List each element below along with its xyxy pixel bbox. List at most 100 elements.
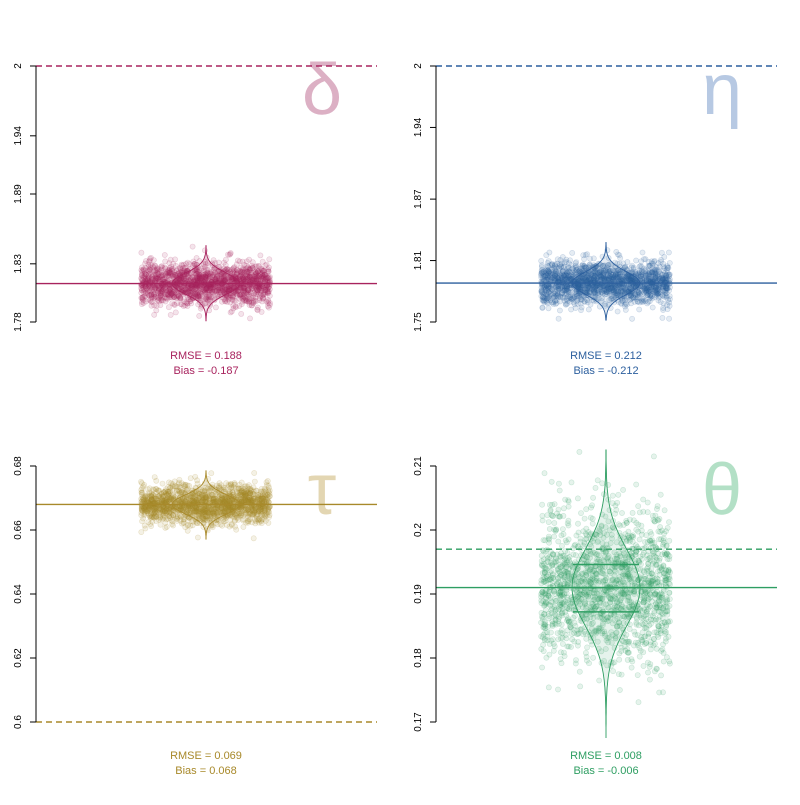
parameter-symbol: θ bbox=[702, 450, 742, 530]
estimate-point bbox=[223, 257, 228, 262]
estimate-point bbox=[139, 288, 144, 293]
estimate-point bbox=[574, 299, 579, 304]
estimate-point bbox=[665, 307, 670, 312]
estimate-point bbox=[556, 481, 561, 486]
estimate-point bbox=[552, 264, 557, 269]
estimate-point bbox=[239, 271, 244, 276]
estimate-point bbox=[175, 293, 180, 298]
estimate-point bbox=[163, 266, 168, 271]
estimate-point bbox=[560, 254, 565, 259]
y-tick-label: 1.89 bbox=[13, 184, 24, 204]
estimate-point bbox=[151, 258, 156, 263]
bias-label: Bias = 0.068 bbox=[175, 765, 236, 777]
estimate-point bbox=[648, 264, 653, 269]
rmse-label: RMSE = 0.212 bbox=[570, 350, 642, 362]
estimate-point bbox=[235, 258, 240, 263]
estimate-point bbox=[140, 519, 145, 524]
estimate-point bbox=[252, 479, 257, 484]
estimate-point bbox=[170, 522, 175, 527]
estimate-point bbox=[591, 256, 596, 261]
estimate-point bbox=[625, 259, 630, 264]
estimate-point bbox=[258, 270, 263, 275]
estimate-point bbox=[255, 274, 260, 279]
estimate-point bbox=[650, 305, 655, 310]
estimate-point bbox=[232, 268, 237, 273]
estimate-point bbox=[248, 490, 253, 495]
estimate-point bbox=[651, 284, 656, 289]
estimate-point bbox=[235, 494, 240, 499]
estimate-point bbox=[640, 278, 645, 283]
bias-label: Bias = -0.212 bbox=[573, 365, 638, 377]
estimate-point bbox=[540, 305, 545, 310]
estimate-point bbox=[554, 285, 559, 290]
estimate-point bbox=[614, 249, 619, 254]
estimate-point bbox=[667, 316, 672, 321]
parameter-symbol: τ bbox=[308, 450, 336, 530]
estimate-point bbox=[246, 292, 251, 297]
estimate-point bbox=[235, 515, 240, 520]
estimate-point bbox=[541, 298, 546, 303]
estimate-point bbox=[546, 306, 551, 311]
estimate-point bbox=[174, 489, 179, 494]
y-tick-label: 1.75 bbox=[413, 312, 424, 332]
estimate-point bbox=[188, 476, 193, 481]
estimate-point bbox=[667, 272, 672, 277]
estimate-point bbox=[161, 273, 166, 278]
estimate-point bbox=[562, 298, 567, 303]
estimate-point bbox=[241, 296, 246, 301]
estimate-point bbox=[241, 524, 246, 529]
estimate-point bbox=[265, 492, 270, 497]
estimate-point bbox=[228, 250, 233, 255]
estimate-point bbox=[170, 295, 175, 300]
estimate-point bbox=[252, 470, 257, 475]
y-tick-label: 2 bbox=[13, 63, 24, 69]
parameter-symbol: δ bbox=[302, 50, 342, 130]
estimate-point bbox=[265, 269, 270, 274]
estimate-point bbox=[261, 275, 266, 280]
estimate-point bbox=[243, 505, 248, 510]
estimate-point bbox=[566, 269, 571, 274]
estimate-point bbox=[635, 299, 640, 304]
estimate-point bbox=[267, 278, 272, 283]
estimate-point bbox=[163, 525, 168, 530]
estimate-point bbox=[247, 274, 252, 279]
estimate-point bbox=[568, 258, 573, 263]
estimate-point bbox=[251, 536, 256, 541]
estimate-point bbox=[158, 522, 163, 527]
estimate-point bbox=[658, 259, 663, 264]
y-tick-label: 0.68 bbox=[13, 456, 24, 476]
y-tick-label: 0.62 bbox=[13, 648, 24, 668]
estimate-point bbox=[190, 523, 195, 528]
estimate-point bbox=[228, 517, 233, 522]
estimate-point bbox=[149, 288, 154, 293]
parameter-symbol: η bbox=[702, 50, 742, 130]
estimate-point bbox=[235, 293, 240, 298]
estimate-point bbox=[656, 290, 661, 295]
estimate-point bbox=[262, 486, 267, 491]
estimate-point bbox=[215, 522, 220, 527]
estimate-point bbox=[585, 298, 590, 303]
estimate-point bbox=[554, 300, 559, 305]
estimate-point bbox=[160, 288, 165, 293]
estimate-point bbox=[266, 289, 271, 294]
estimate-point bbox=[539, 258, 544, 263]
estimate-point bbox=[163, 259, 168, 264]
estimate-point bbox=[550, 293, 555, 298]
estimate-point bbox=[267, 257, 272, 262]
estimate-point bbox=[651, 259, 656, 264]
estimate-point bbox=[172, 484, 177, 489]
estimate-point bbox=[556, 316, 561, 321]
estimate-point bbox=[573, 261, 578, 266]
estimate-point bbox=[257, 298, 262, 303]
estimate-point bbox=[630, 316, 635, 321]
estimate-point bbox=[163, 489, 168, 494]
estimate-point bbox=[555, 257, 560, 262]
estimate-point bbox=[151, 487, 156, 492]
estimate-point bbox=[224, 522, 229, 527]
estimate-point bbox=[586, 307, 591, 312]
estimate-point bbox=[194, 255, 199, 260]
